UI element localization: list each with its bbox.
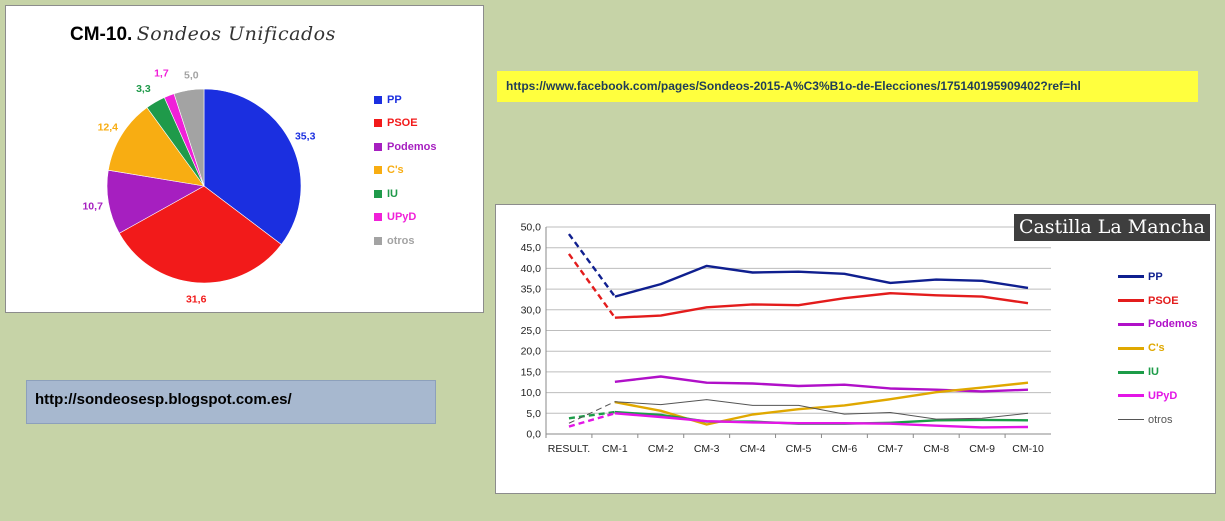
pie-title-subtitle: Sondeos Unificados — [136, 23, 336, 45]
pie-title: CM-10. Sondeos Unificados — [70, 23, 336, 46]
line-legend-swatch — [1118, 394, 1144, 398]
line-legend-label: PP — [1148, 270, 1163, 283]
pie-legend-label: Podemos — [387, 140, 437, 153]
series-line-psoe — [614, 291, 1029, 319]
line-legend-item-psoe: PSOE — [1118, 289, 1198, 313]
pie-legend-swatch — [374, 236, 382, 245]
line-legend-item-pp: PP — [1118, 265, 1198, 289]
y-tick-label: 35,0 — [521, 284, 542, 296]
x-tick-label: RESULT. — [548, 443, 590, 455]
series-line-upyd — [614, 412, 1029, 429]
pie-legend-item-c-s: C's — [374, 159, 437, 183]
x-tick-label: CM-1 — [602, 443, 628, 455]
line-legend-label: PSOE — [1148, 294, 1179, 307]
y-tick-label: 30,0 — [521, 304, 542, 316]
x-tick-label: CM-9 — [969, 443, 995, 455]
line-chart-panel: 0,0 5,0 10,0 15,0 20,0 25,0 30,0 35,0 40,0 45,0 50… — [495, 204, 1216, 494]
line-chart: 0,0 5,0 10,0 15,0 20,0 25,0 30,0 35,0 40,0 45,0 50… — [521, 222, 1051, 455]
x-tick-label: CM-2 — [648, 443, 674, 455]
facebook-link[interactable]: https://www.facebook.com/pages/Sondeos-2… — [497, 71, 1198, 102]
pie-legend-label: UPyD — [387, 211, 417, 224]
pie-legend-item-podemos: Podemos — [374, 135, 437, 159]
y-tick-label: 10,0 — [521, 387, 542, 399]
line-chart-title: Castilla La Mancha — [1013, 214, 1210, 241]
pie-slice-otros — [173, 88, 205, 187]
x-tick-label: CM-5 — [786, 443, 812, 455]
blog-link[interactable]: http://sondeosesp.blogspot.com.es/ — [26, 380, 436, 424]
pie-title-main: CM-10. — [70, 24, 133, 45]
pie-legend-item-upyd: UPyD — [374, 206, 437, 230]
series-line-otros — [614, 399, 1029, 420]
pie-legend-swatch — [374, 142, 382, 151]
pie-legend-label: otros — [387, 234, 415, 247]
line-legend-swatch — [1118, 346, 1144, 350]
pie-data-label-podemos: 10,7 — [82, 200, 103, 212]
x-tick-label: CM-10 — [1012, 443, 1044, 455]
pie-legend-item-pp: PP — [374, 88, 437, 112]
line-legend-swatch — [1118, 299, 1144, 303]
pie-chart-panel: CM-10. Sondeos Unificados 35,3 31,6 10,7 12… — [5, 5, 484, 313]
pie-slice-psoe — [118, 185, 282, 284]
line-legend-swatch — [1118, 370, 1144, 374]
y-tick-label: 45,0 — [521, 242, 542, 254]
pie-legend-label: PP — [387, 93, 402, 106]
pie-legend: PP PSOE Podemos C's IU UPyD otros — [374, 88, 437, 253]
line-legend-item-podemos: Podemos — [1118, 313, 1198, 337]
pie-data-label-iu: 3,3 — [136, 83, 151, 95]
pie-legend-item-iu: IU — [374, 182, 437, 206]
pie-data-label-pp: 35,3 — [295, 131, 316, 143]
line-legend-label: UPyD — [1148, 389, 1178, 402]
pie-legend-swatch — [374, 95, 382, 104]
pie-legend-item-psoe: PSOE — [374, 112, 437, 136]
line-legend-swatch — [1118, 322, 1144, 326]
series-line-result-upyd — [568, 412, 616, 428]
x-tick-label: CM-7 — [877, 443, 903, 455]
pie-slice-c-s — [107, 107, 205, 187]
pie-legend-label: C's — [387, 164, 404, 177]
x-tick-label: CM-8 — [923, 443, 949, 455]
y-tick-label: 25,0 — [521, 325, 542, 337]
pie-data-label-upyd: 1,7 — [154, 68, 169, 80]
pie-legend-label: PSOE — [387, 117, 418, 130]
pie-legend-swatch — [374, 166, 382, 175]
series-line-result-psoe — [567, 253, 616, 319]
y-tick-label: 50,0 — [521, 222, 542, 234]
line-legend-item-otros: otros — [1118, 408, 1198, 432]
y-tick-label: 5,0 — [526, 408, 541, 420]
pie-chart: 35,3 31,6 10,7 12,4 3,31,7 5,0 — [82, 68, 316, 306]
pie-data-label-psoe: 31,6 — [186, 294, 207, 306]
line-legend-item-upyd: UPyD — [1118, 384, 1198, 408]
pie-legend-swatch — [374, 119, 382, 128]
series-line-result-pp — [567, 233, 616, 298]
y-tick-label: 20,0 — [521, 346, 542, 358]
series-line-result-otros — [568, 401, 616, 424]
line-legend-swatch — [1118, 275, 1144, 279]
pie-legend-item-otros: otros — [374, 229, 437, 253]
x-tick-label: CM-3 — [694, 443, 720, 455]
y-tick-label: 40,0 — [521, 263, 542, 275]
y-tick-label: 0,0 — [526, 429, 541, 441]
pie-legend-swatch — [374, 189, 382, 198]
line-legend-label: Podemos — [1148, 318, 1198, 331]
line-legend-swatch — [1118, 419, 1144, 421]
line-legend-item-c-s: C's — [1118, 336, 1198, 360]
pie-data-label-otros: 5,0 — [184, 69, 199, 81]
pie-data-label-c-s: 12,4 — [98, 122, 119, 134]
line-legend-label: IU — [1148, 366, 1159, 379]
line-legend: PP PSOE Podemos C's IU UPyD otros — [1118, 265, 1198, 432]
line-legend-label: otros — [1148, 413, 1173, 426]
series-line-result-iu — [568, 410, 616, 420]
series-line-pp — [614, 264, 1029, 298]
x-tick-label: CM-4 — [740, 443, 766, 455]
line-legend-item-iu: IU — [1118, 360, 1198, 384]
line-legend-label: C's — [1148, 342, 1165, 355]
pie-legend-swatch — [374, 213, 382, 222]
y-tick-label: 15,0 — [521, 366, 542, 378]
pie-slice-pp — [203, 88, 302, 245]
x-tick-label: CM-6 — [832, 443, 858, 455]
pie-legend-label: IU — [387, 187, 398, 200]
